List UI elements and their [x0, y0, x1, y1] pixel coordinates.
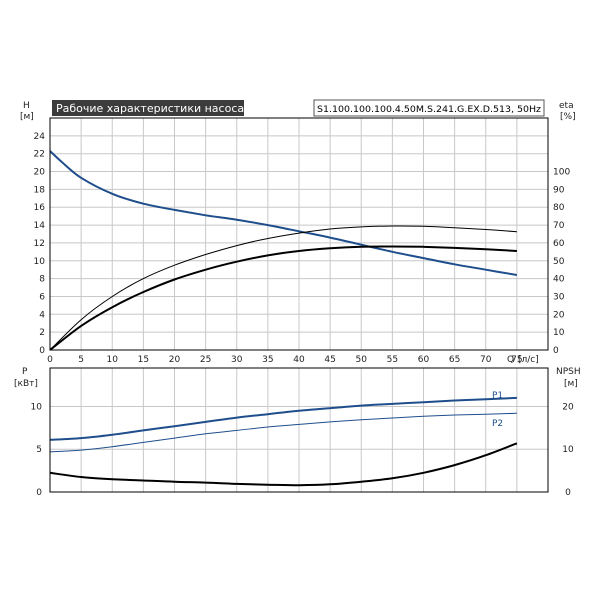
- x-tick-label: 65: [449, 355, 460, 365]
- title-background: [52, 100, 244, 116]
- y-tick-label: 12: [34, 239, 45, 249]
- y2-tick-label: 90: [553, 185, 565, 195]
- y2-tick-label: 70: [553, 221, 565, 231]
- x-tick-label: 70: [480, 355, 492, 365]
- model-label: S1.100.100.100.4.50M.S.241.G.EX.D.513, 5…: [317, 105, 541, 115]
- npsh-axis-label: NPSH: [556, 367, 581, 377]
- y-tick-label: 22: [34, 150, 45, 160]
- p-tick-label: 10: [31, 402, 43, 412]
- p-tick-label: 5: [36, 445, 42, 455]
- series-label-p2: P2: [492, 419, 503, 429]
- y2-tick-label: 100: [553, 168, 570, 178]
- y-tick-label: 18: [34, 185, 46, 195]
- x-tick-label: 25: [200, 355, 211, 365]
- y-tick-label: 4: [39, 310, 45, 320]
- p-tick-label: 0: [36, 488, 42, 498]
- y2-tick-label: 80: [553, 203, 565, 213]
- top-tick-labels: 0 5 10 15 20 25 30 35 40 45 50 55 60 65 70 750246810121…: [34, 132, 571, 365]
- npsh-curve: [49, 442, 518, 487]
- model-label-background: [313, 99, 545, 117]
- series-label-p1: P1: [492, 391, 503, 401]
- x-tick-label: 15: [138, 355, 149, 365]
- y-tick-label: 20: [34, 168, 46, 178]
- x-axis-unit: [л/с]: [518, 355, 539, 365]
- power-npsh-chart: 0 5 10 0 10 20 P [кВт] NPSH [м] P1 P2: [14, 367, 581, 498]
- x-tick-label: 40: [293, 355, 305, 365]
- top-grid: [49, 118, 548, 351]
- x-tick-label: 60: [418, 355, 430, 365]
- x-tick-label: 20: [169, 355, 181, 365]
- y2-tick-label: 20: [553, 310, 565, 320]
- p1-curve: [49, 396, 517, 441]
- y-tick-label: 6: [39, 292, 45, 302]
- x-tick-label: 5: [78, 355, 84, 365]
- y-tick-label: 10: [34, 257, 46, 267]
- y2-tick-label: 30: [553, 292, 565, 302]
- npsh-tick-label: 10: [562, 445, 574, 455]
- y-tick-label: 8: [39, 275, 45, 285]
- y-tick-label: 24: [34, 132, 46, 142]
- y2-axis-unit: [%]: [560, 112, 576, 122]
- y-tick-label: 0: [39, 346, 45, 356]
- y-tick-label: 2: [39, 328, 45, 338]
- p-axis-label: P: [22, 367, 28, 377]
- chart-title: Рабочие характеристики насоса: [56, 102, 244, 115]
- x-tick-label: 75: [511, 355, 522, 365]
- x-tick-label: 50: [356, 355, 368, 365]
- x-axis-label: Q: [507, 355, 514, 365]
- x-tick-label: 10: [107, 355, 119, 365]
- top-series: [49, 150, 518, 351]
- y2-tick-label: 50: [553, 257, 565, 267]
- y2-axis-label: eta: [559, 101, 574, 111]
- x-tick-label: 55: [387, 355, 398, 365]
- y-tick-label: 14: [34, 221, 46, 231]
- y2-tick-label: 60: [553, 239, 565, 249]
- x-tick-label: 0: [47, 355, 53, 365]
- npsh-tick-label: 20: [562, 402, 574, 412]
- y2-tick-label: 0: [553, 346, 559, 356]
- npsh-axis-unit: [м]: [564, 379, 578, 389]
- x-tick-label: 35: [262, 355, 273, 365]
- model-label-box: S1.100.100.100.4.50M.S.241.G.EX.D.513, 5…: [313, 99, 545, 117]
- efficiency-curve-bold: [49, 245, 517, 351]
- bottom-tick-labels: 0 5 10 0 10 20: [31, 402, 574, 498]
- top-plot-frame: [49, 117, 549, 351]
- y-axis-label: H: [23, 101, 30, 111]
- head-efficiency-chart: 0 5 10 15 20 25 30 35 40 45 50 55 60 65 70 750246810121…: [20, 99, 576, 365]
- bottom-plot-frame: [49, 367, 549, 493]
- bottom-series: [49, 396, 518, 487]
- head-curve: [49, 150, 518, 276]
- y-axis-unit: [м]: [20, 112, 34, 122]
- y-tick-label: 16: [34, 203, 46, 213]
- x-tick-label: 30: [231, 355, 243, 365]
- x-tick-label: 45: [324, 355, 335, 365]
- y2-tick-label: 40: [553, 275, 565, 285]
- p2-curve: [49, 412, 517, 453]
- npsh-tick-label: 0: [565, 488, 571, 498]
- bottom-grid: [49, 368, 548, 493]
- top-title-box: Рабочие характеристики насоса: [52, 100, 244, 116]
- p-axis-unit: [кВт]: [14, 379, 38, 389]
- efficiency-curve-thin: [49, 225, 517, 351]
- y2-tick-label: 10: [553, 328, 565, 338]
